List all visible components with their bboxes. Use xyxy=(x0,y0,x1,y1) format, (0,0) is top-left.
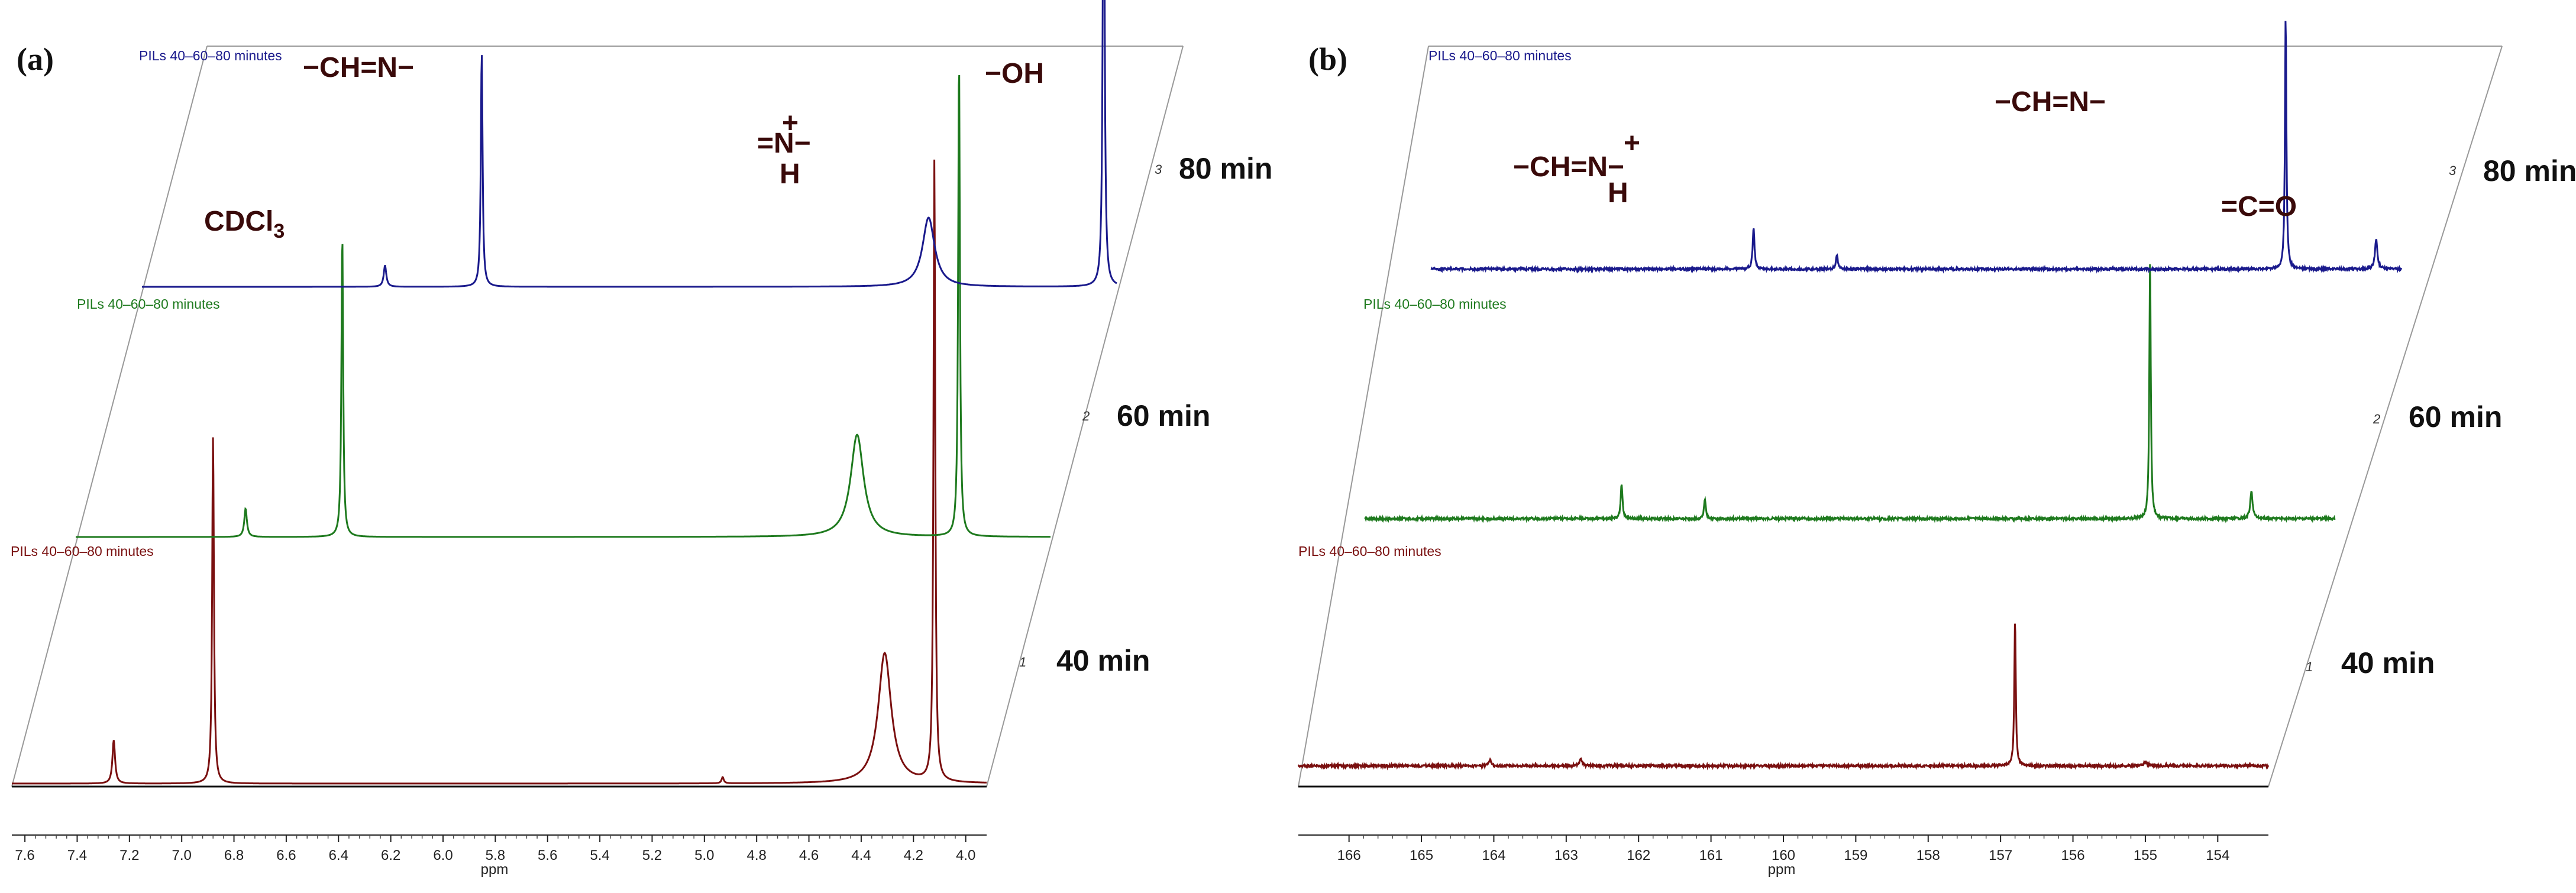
panel-a-tick-label-4: 6.8 xyxy=(224,847,244,863)
panel-a-time-60: 60 min xyxy=(1117,399,1210,432)
annotation-cdcl3: CDCl3 xyxy=(204,206,285,242)
panel-a-time-40: 40 min xyxy=(1056,644,1150,677)
panel-b-depth-tick-3: 3 xyxy=(2449,163,2457,178)
panel-b-title-80: PILs 40–60–80 minutes xyxy=(1428,48,1572,63)
panel-b-title-40: PILs 40–60–80 minutes xyxy=(1298,543,1441,559)
panel-a-title-80: PILs 40–60–80 minutes xyxy=(139,48,282,63)
panel-a-tick-label-10: 5.6 xyxy=(538,847,557,863)
panel-b-xlabel: ppm xyxy=(1768,862,1796,878)
annotation-iminium-b: −CH=N− xyxy=(1513,151,1624,183)
panel-a-time-80: 80 min xyxy=(1179,152,1272,185)
annotation-iminium-a-plus: + xyxy=(782,108,799,139)
panel-b-tick-label-6: 160 xyxy=(1772,847,1795,863)
panel-a-tick-label-18: 4.0 xyxy=(956,847,975,863)
panel-b-depth-axis: 1 2 3 xyxy=(2306,163,2457,674)
annotation-iminium-b-h: H xyxy=(1608,177,1628,209)
panel-a-tick-label-14: 4.8 xyxy=(747,847,767,863)
panel-b-tick-label-12: 154 xyxy=(2206,847,2229,863)
panel-b-series-80min xyxy=(1430,21,2403,274)
annotation-iminium-a: =N− xyxy=(757,128,811,159)
annotation-iminium-b-plus: + xyxy=(1624,128,1640,159)
panel-a-title-40: PILs 40–60–80 minutes xyxy=(11,543,154,559)
panel-a-tick-label-15: 4.6 xyxy=(799,847,819,863)
panel-b-tick-label-10: 156 xyxy=(2061,847,2085,863)
panel-a-title-60: PILs 40–60–80 minutes xyxy=(77,296,220,312)
panel-b: (b) 1 2 3 PILs 40–60–80 minutes PILs 40–… xyxy=(1297,21,2576,878)
panel-b-time-40: 40 min xyxy=(2341,646,2435,680)
panel-a-x-axis: 7.6 7.4 7.2 7.0 6.8 6.6 6.4 6.2 6.0 5.8 5.6 5.4 5.2 5… xyxy=(12,834,987,878)
panel-a-frame xyxy=(11,46,1184,787)
panel-a-depth-tick-1: 1 xyxy=(1019,655,1026,669)
panel-a-tick-label-2: 7.2 xyxy=(119,847,139,863)
panel-a-series-80min xyxy=(142,0,1117,288)
panel-a-ticks: 7.6 7.4 7.2 7.0 6.8 6.6 6.4 6.2 6.0 5.8 5.6 5.4 5.2 5… xyxy=(15,835,975,863)
panel-b-frame xyxy=(1298,46,2503,787)
panel-a-tick-label-0: 7.6 xyxy=(15,847,34,863)
panel-a-depth-axis: 1 2 3 xyxy=(1019,162,1162,669)
panel-a-letter: (a) xyxy=(17,41,54,77)
annotation-hydroxyl: −OH xyxy=(985,58,1044,89)
panel-a-tick-label-5: 6.6 xyxy=(276,847,296,863)
panel-a-tick-label-1: 7.4 xyxy=(67,847,87,863)
panel-b-tick-label-9: 157 xyxy=(1989,847,2012,863)
annotation-imine-b: −CH=N− xyxy=(1995,86,2106,118)
panel-a-xlabel: ppm xyxy=(481,862,509,878)
panel-a-tick-label-7: 6.2 xyxy=(381,847,400,863)
panel-a-tick-label-11: 5.4 xyxy=(590,847,609,863)
panel-b-series-60min xyxy=(1364,264,2336,523)
panel-b-ticks: 166 165 164 163 162 161 160 159 158 157 156 155 154 xyxy=(1337,835,2229,863)
panel-a: (a) 1 2 3 PILs 40–60–80 minutes PILs 40–… xyxy=(11,0,1272,878)
panel-b-depth-tick-1: 1 xyxy=(2306,659,2313,674)
panel-a-tick-label-6: 6.4 xyxy=(329,847,348,863)
panel-a-tick-label-17: 4.2 xyxy=(904,847,923,863)
panel-b-annotations: −CH=N− + H −CH=N− =C=O xyxy=(1513,86,2297,222)
panel-b-x-axis: 166 165 164 163 162 161 160 159 158 157 156 155 154 … xyxy=(1298,834,2268,878)
panel-a-tick-label-16: 4.4 xyxy=(851,847,871,863)
panel-a-depth-tick-3: 3 xyxy=(1155,162,1162,177)
panel-b-depth-tick-2: 2 xyxy=(2373,412,2380,426)
panel-a-depth-tick-2: 2 xyxy=(1082,409,1090,423)
panel-b-tick-label-1: 165 xyxy=(1410,847,1433,863)
annotation-iminium-a-h: H xyxy=(780,158,800,190)
panel-b-tick-label-0: 166 xyxy=(1337,847,1361,863)
panel-a-tick-label-3: 7.0 xyxy=(172,847,191,863)
panel-b-series-40min xyxy=(1297,623,2270,771)
annotation-imine-a: −CH=N− xyxy=(303,52,414,83)
annotation-carbonyl: =C=O xyxy=(2221,191,2297,222)
panel-a-series-40min xyxy=(12,159,987,785)
panel-b-time-60: 60 min xyxy=(2409,400,2502,433)
panel-b-tick-label-11: 155 xyxy=(2134,847,2157,863)
panel-b-tick-label-5: 161 xyxy=(1699,847,1723,863)
panel-a-tick-label-12: 5.2 xyxy=(642,847,662,863)
panel-a-tick-label-8: 6.0 xyxy=(433,847,453,863)
panel-a-tick-label-13: 5.0 xyxy=(694,847,714,863)
panel-b-tick-label-2: 164 xyxy=(1482,847,1505,863)
panel-a-annotations: CDCl3 −CH=N− =N− + H −OH xyxy=(204,52,1044,242)
panel-b-tick-label-8: 158 xyxy=(1916,847,1940,863)
panel-b-tick-label-3: 163 xyxy=(1554,847,1578,863)
panel-a-series-60min xyxy=(76,75,1051,538)
panel-b-tick-label-7: 159 xyxy=(1844,847,1867,863)
panel-b-tick-label-4: 162 xyxy=(1627,847,1650,863)
panel-a-tick-label-9: 5.8 xyxy=(486,847,505,863)
panel-b-letter: (b) xyxy=(1308,41,1347,77)
panel-b-title-60: PILs 40–60–80 minutes xyxy=(1363,296,1507,312)
panel-b-time-80: 80 min xyxy=(2483,154,2576,187)
